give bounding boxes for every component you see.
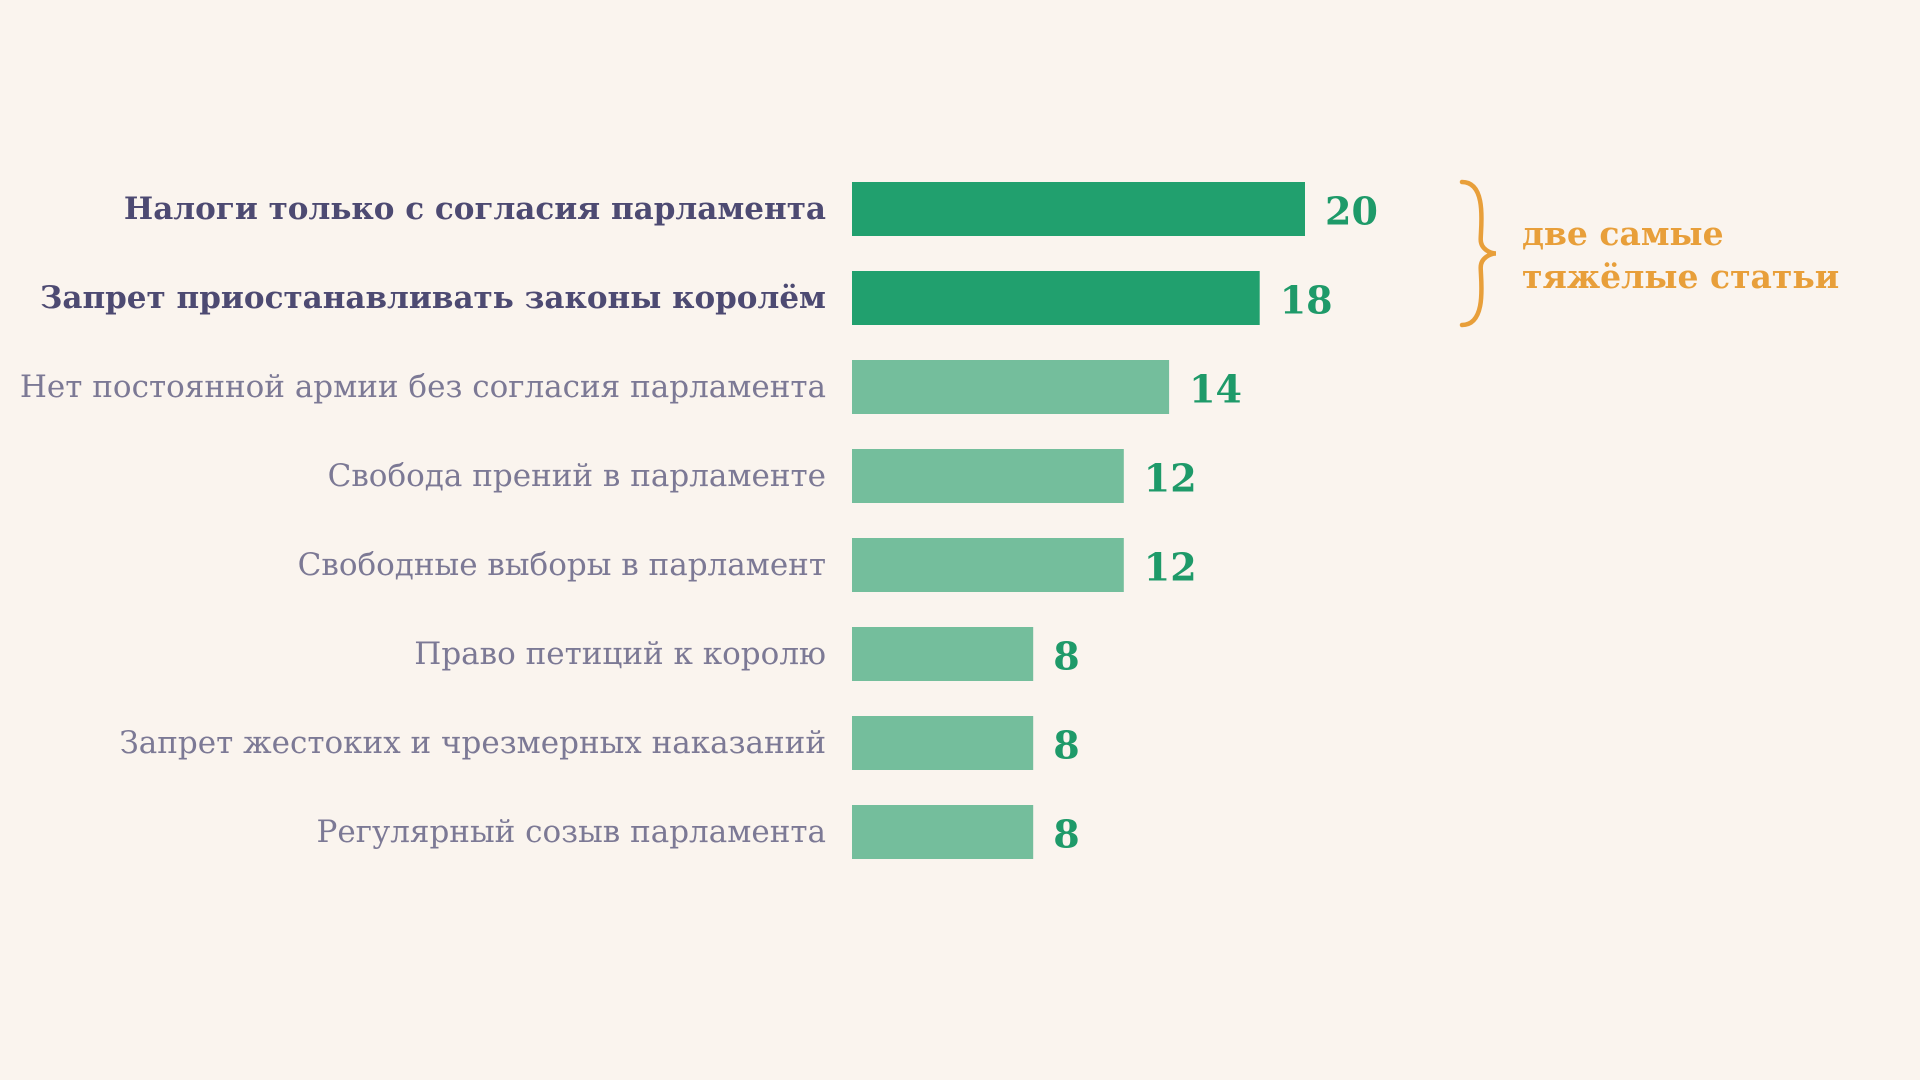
category-label: Запрет приостанавливать законы королём [40, 280, 826, 316]
value-labels: 20 18 14 12 12 8 8 8 [1053, 189, 1378, 857]
category-label: Право петиций к королю [414, 636, 826, 672]
bar [852, 182, 1305, 236]
value-label: 8 [1053, 723, 1079, 768]
annotation-text-line-2: тяжёлые статьи [1522, 257, 1839, 296]
category-label: Регулярный созыв парламента [317, 814, 826, 850]
category-label: Свобода прений в парламенте [328, 458, 826, 494]
category-labels: Налоги только с согласия парламента Запре… [20, 191, 826, 850]
bar [852, 627, 1034, 681]
bar [852, 449, 1124, 503]
annotation: две самые тяжёлые статьи [1459, 179, 1839, 328]
value-label: 12 [1144, 545, 1197, 590]
value-label: 20 [1325, 189, 1378, 234]
bar [852, 538, 1124, 592]
value-label: 8 [1053, 634, 1079, 679]
category-label: Запрет жестоких и чрезмерных наказаний [119, 725, 826, 761]
bar [852, 271, 1260, 325]
category-label: Свободные выборы в парламент [298, 547, 826, 583]
annotation-brace [1459, 179, 1497, 328]
annotation-text-line-1: две самые [1522, 214, 1724, 253]
category-label: Нет постоянной армии без согласия парлам… [20, 369, 826, 405]
bar [852, 805, 1034, 859]
category-label: Налоги только с согласия парламента [124, 191, 826, 227]
value-label: 8 [1053, 812, 1079, 857]
bars-layer [852, 182, 1305, 859]
value-label: 14 [1189, 367, 1242, 412]
value-label: 12 [1144, 456, 1197, 501]
bar [852, 360, 1170, 414]
value-label: 18 [1280, 278, 1333, 323]
bar [852, 716, 1034, 770]
